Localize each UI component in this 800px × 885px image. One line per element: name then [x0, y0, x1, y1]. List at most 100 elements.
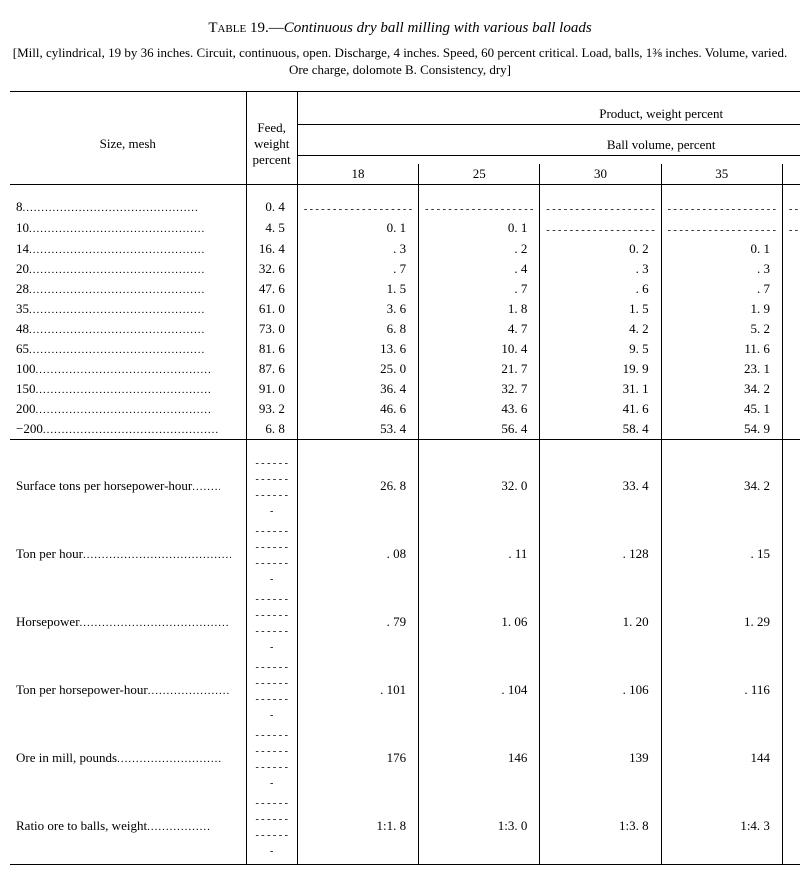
value-cell: 0. 1 [297, 218, 418, 239]
feed-cell: 16. 4 [246, 239, 297, 259]
value-cell: . 3 [661, 259, 782, 279]
summary-label: Ore in mill, pounds [10, 724, 246, 792]
summary-value: 1. 20 [540, 588, 661, 656]
title-desc: Continuous dry ball milling with various… [284, 20, 592, 36]
value-cell: . 4 [782, 259, 800, 279]
size-cell: 35 [10, 299, 246, 319]
summary-feed-blank [246, 452, 297, 520]
header-product: Product, weight percent [297, 104, 800, 125]
value-cell: 21. 7 [419, 359, 540, 379]
value-cell: 0. 1 [782, 239, 800, 259]
summary-value: 1:3. 0 [419, 792, 540, 860]
value-cell: 5. 2 [661, 319, 782, 339]
feed-cell: 32. 6 [246, 259, 297, 279]
value-cell: 52. 9 [782, 419, 800, 440]
summary-value: 1. 36 [782, 588, 800, 656]
value-cell: 54. 9 [661, 419, 782, 440]
header-ballvol-value: 30 [540, 164, 661, 185]
value-cell [419, 197, 540, 218]
value-cell: 53. 4 [297, 419, 418, 440]
summary-feed-blank [246, 588, 297, 656]
value-cell: 1. 8 [419, 299, 540, 319]
summary-feed-blank [246, 724, 297, 792]
value-cell: . 2 [419, 239, 540, 259]
value-cell: 4. 7 [419, 319, 540, 339]
feed-cell: 4. 5 [246, 218, 297, 239]
value-cell: . 7 [297, 259, 418, 279]
value-cell: 9. 5 [540, 339, 661, 359]
table-row: 6581. 613. 610. 49. 511. 615. 113. 8 [10, 339, 800, 359]
value-cell: 1. 5 [297, 279, 418, 299]
header-ballvol-value: 40 [782, 164, 800, 185]
value-cell: 27. 0 [782, 359, 800, 379]
value-cell [297, 197, 418, 218]
size-cell: 20 [10, 259, 246, 279]
summary-feed-blank [246, 520, 297, 588]
value-cell [540, 218, 661, 239]
value-cell: 47. 1 [782, 399, 800, 419]
size-cell: 100 [10, 359, 246, 379]
summary-row: Ratio ore to balls, weight1:1. 81:3. 01:… [10, 792, 800, 860]
table-row: 20093. 246. 643. 641. 645. 147. 147. 5 [10, 399, 800, 419]
summary-row: Ton per hour. 08. 11. 128. 15. 175. 188 [10, 520, 800, 588]
feed-cell: 81. 6 [246, 339, 297, 359]
table-row: 80. 4 [10, 197, 800, 218]
summary-value: 157 [782, 724, 800, 792]
value-cell: 41. 6 [540, 399, 661, 419]
value-cell: . 7 [661, 279, 782, 299]
value-cell: 2. 7 [782, 299, 800, 319]
value-cell: 1. 0 [782, 279, 800, 299]
value-cell [661, 197, 782, 218]
value-cell: . 3 [297, 239, 418, 259]
summary-label: Ton per horsepower-hour [10, 656, 246, 724]
header-ballvol-value: 35 [661, 164, 782, 185]
value-cell [782, 218, 800, 239]
table-row: 104. 50. 10. 1 [10, 218, 800, 239]
value-cell: 43. 6 [419, 399, 540, 419]
summary-value: . 08 [297, 520, 418, 588]
value-cell: . 6 [540, 279, 661, 299]
summary-value: . 101 [297, 656, 418, 724]
table-row: 15091. 036. 432. 731. 134. 237. 637. 1 [10, 379, 800, 399]
table-row: 3561. 03. 61. 81. 51. 92. 72. 2 [10, 299, 800, 319]
value-cell: 15. 1 [782, 339, 800, 359]
table-row: −2006. 853. 456. 458. 454. 952. 952. 5 [10, 419, 800, 440]
value-cell: 19. 9 [540, 359, 661, 379]
value-cell: 58. 4 [540, 419, 661, 440]
table-row: 10087. 625. 021. 719. 923. 127. 026. 0 [10, 359, 800, 379]
summary-value: . 15 [661, 520, 782, 588]
summary-row: Ton per horsepower-hour. 101. 104. 106. … [10, 656, 800, 724]
summary-value: 1:4. 5 [782, 792, 800, 860]
value-cell: 4. 2 [540, 319, 661, 339]
summary-value: 146 [419, 724, 540, 792]
summary-value: 32. 0 [419, 452, 540, 520]
size-cell: 28 [10, 279, 246, 299]
table-title: Table 19.—Continuous dry ball milling wi… [10, 20, 790, 37]
summary-value: . 175 [782, 520, 800, 588]
summary-value: 1:3. 8 [540, 792, 661, 860]
table-row: 1416. 4. 3. 20. 20. 10. 10. 1 [10, 239, 800, 259]
value-cell: 32. 7 [419, 379, 540, 399]
value-cell: 31. 1 [540, 379, 661, 399]
summary-value: 1:4. 3 [661, 792, 782, 860]
summary-value: 139 [540, 724, 661, 792]
value-cell: 11. 6 [661, 339, 782, 359]
summary-feed-blank [246, 792, 297, 860]
summary-label: Ton per hour [10, 520, 246, 588]
value-cell: 36. 4 [297, 379, 418, 399]
summary-value: 33. 4 [540, 452, 661, 520]
feed-cell: 47. 6 [246, 279, 297, 299]
summary-row: Surface tons per horsepower-hour26. 832.… [10, 452, 800, 520]
feed-cell: 6. 8 [246, 419, 297, 440]
value-cell: 23. 1 [661, 359, 782, 379]
value-cell: 46. 6 [297, 399, 418, 419]
summary-feed-blank [246, 656, 297, 724]
summary-value: 1:1. 8 [297, 792, 418, 860]
value-cell: 25. 0 [297, 359, 418, 379]
summary-value: . 104 [419, 656, 540, 724]
size-cell: 150 [10, 379, 246, 399]
summary-label: Ratio ore to balls, weight [10, 792, 246, 860]
header-ballvol-value: 18 [297, 164, 418, 185]
value-cell: 13. 6 [297, 339, 418, 359]
value-cell [782, 197, 800, 218]
